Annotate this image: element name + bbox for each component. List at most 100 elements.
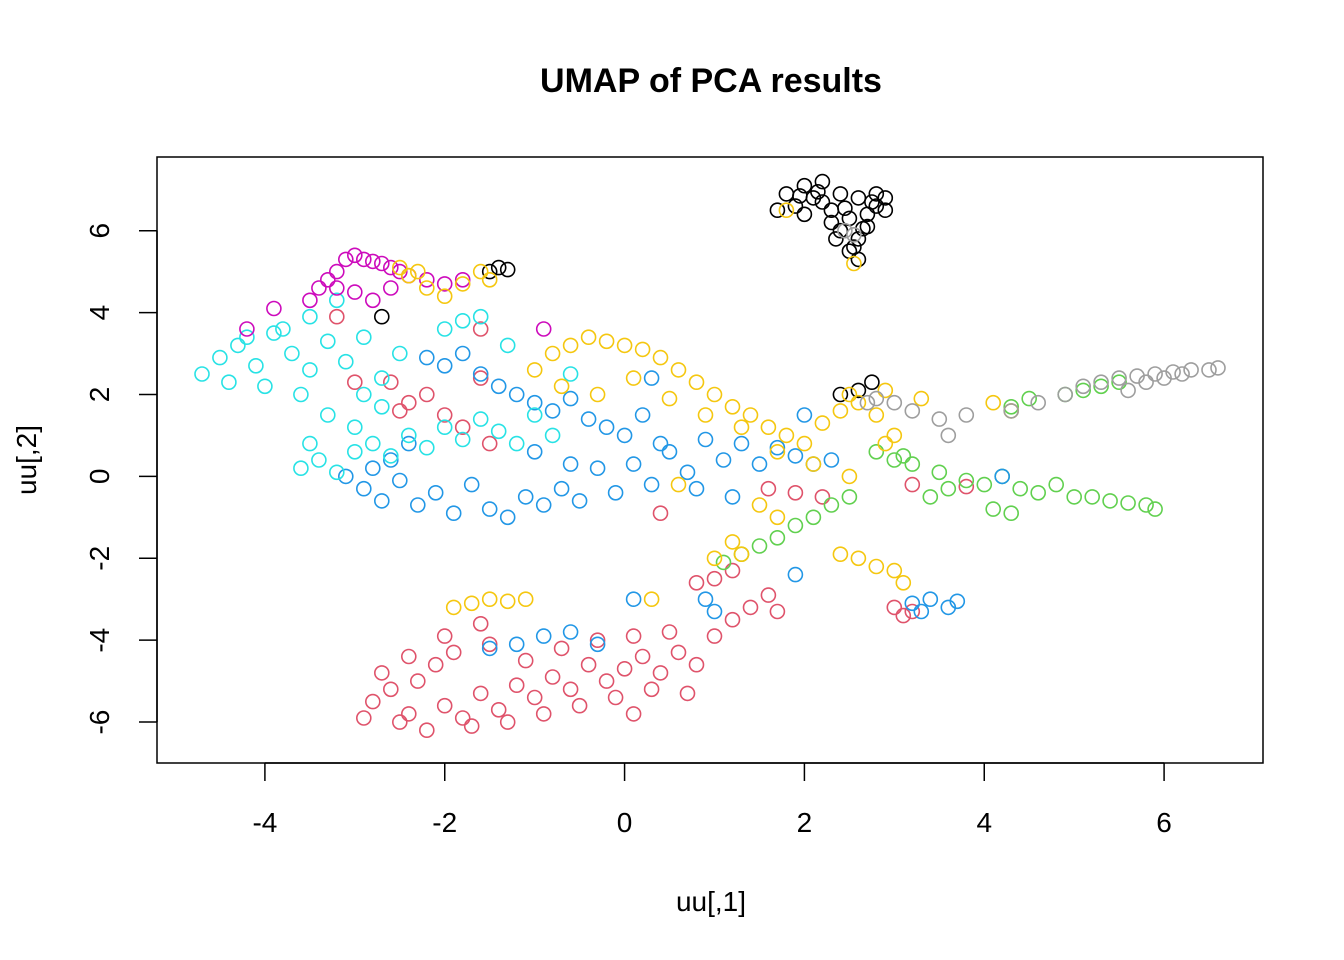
data-point: [931, 464, 948, 481]
data-point: [1102, 493, 1118, 509]
data-point: [697, 431, 714, 448]
data-point: [472, 366, 489, 382]
data-point: [472, 615, 489, 632]
data-point: [472, 370, 489, 386]
data-point: [400, 435, 417, 452]
data-point: [832, 403, 849, 419]
data-point: [864, 194, 880, 210]
data-point: [302, 292, 318, 309]
data-point: [688, 656, 705, 673]
data-point: [553, 640, 570, 657]
data-point: [418, 386, 435, 403]
data-point: [607, 484, 624, 501]
data-point: [877, 202, 894, 218]
data-point: [886, 394, 903, 411]
data-point: [481, 263, 498, 280]
data-point: [796, 177, 813, 194]
data-point: [454, 312, 471, 329]
data-point: [445, 599, 462, 616]
data-point: [1003, 403, 1020, 419]
data-point: [868, 390, 885, 407]
data-point: [508, 435, 525, 452]
data-point: [778, 202, 795, 218]
data-point: [409, 673, 426, 689]
data-point: [499, 714, 516, 730]
data-point: [544, 345, 561, 362]
data-point: [481, 636, 498, 653]
data-point: [481, 501, 498, 517]
data-point: [625, 706, 642, 722]
data-point: [850, 394, 867, 411]
data-point: [373, 493, 390, 509]
data-point: [346, 284, 363, 300]
data-point: [328, 263, 345, 280]
data-point: [230, 337, 246, 354]
data-point: [706, 628, 723, 644]
data-point: [436, 407, 453, 423]
data-point: [832, 186, 849, 202]
data-point: [319, 271, 336, 288]
data-point: [598, 673, 615, 689]
data-point: [427, 484, 444, 501]
data-point: [553, 378, 570, 395]
data-point: [760, 480, 777, 497]
x-tick-label: 2: [797, 807, 813, 838]
data-point: [652, 435, 669, 452]
data-point: [311, 452, 327, 468]
data-point: [616, 337, 633, 354]
data-point: [275, 321, 291, 337]
data-point: [571, 697, 588, 714]
data-point: [769, 529, 786, 546]
data-point: [346, 374, 363, 391]
data-point: [221, 374, 237, 391]
data-point: [400, 267, 417, 284]
data-point: [373, 370, 390, 386]
data-point: [913, 390, 930, 407]
data-point: [787, 448, 804, 464]
data-point: [706, 386, 723, 403]
data-point: [841, 386, 858, 403]
data-point: [526, 443, 543, 460]
data-point: [418, 722, 435, 739]
data-point: [940, 427, 957, 444]
data-point: [904, 403, 921, 419]
data-point: [373, 308, 390, 325]
data-point: [886, 562, 903, 579]
data-point: [616, 660, 633, 677]
data-point: [284, 345, 300, 362]
data-point: [850, 550, 867, 567]
data-point: [382, 374, 399, 391]
data-point: [1066, 489, 1082, 505]
data-point: [886, 599, 903, 616]
data-point: [391, 345, 408, 362]
data-point: [814, 415, 831, 431]
data-point: [634, 407, 651, 423]
data-point: [742, 407, 759, 423]
data-point: [391, 472, 408, 489]
data-point: [499, 509, 516, 526]
data-point: [895, 574, 912, 591]
data-point: [814, 173, 831, 190]
data-point: [382, 280, 399, 296]
plot-frame: [156, 156, 1264, 764]
data-point: [958, 478, 975, 495]
data-point: [913, 603, 930, 620]
data-point: [607, 689, 624, 706]
data-point: [760, 419, 777, 436]
data-point: [688, 574, 705, 591]
data-point: [823, 214, 840, 231]
data-point: [810, 184, 826, 200]
data-point: [724, 398, 741, 415]
data-point: [346, 443, 363, 460]
data-point: [436, 697, 453, 714]
data-point: [787, 484, 804, 501]
data-point: [1183, 362, 1199, 378]
data-point: [409, 263, 426, 280]
data-point: [846, 227, 862, 243]
x-tick-label: 6: [1156, 807, 1172, 838]
data-point: [616, 427, 633, 444]
data-point: [679, 685, 696, 702]
data-point: [364, 435, 381, 452]
data-point: [355, 251, 372, 268]
data-point: [796, 407, 813, 423]
